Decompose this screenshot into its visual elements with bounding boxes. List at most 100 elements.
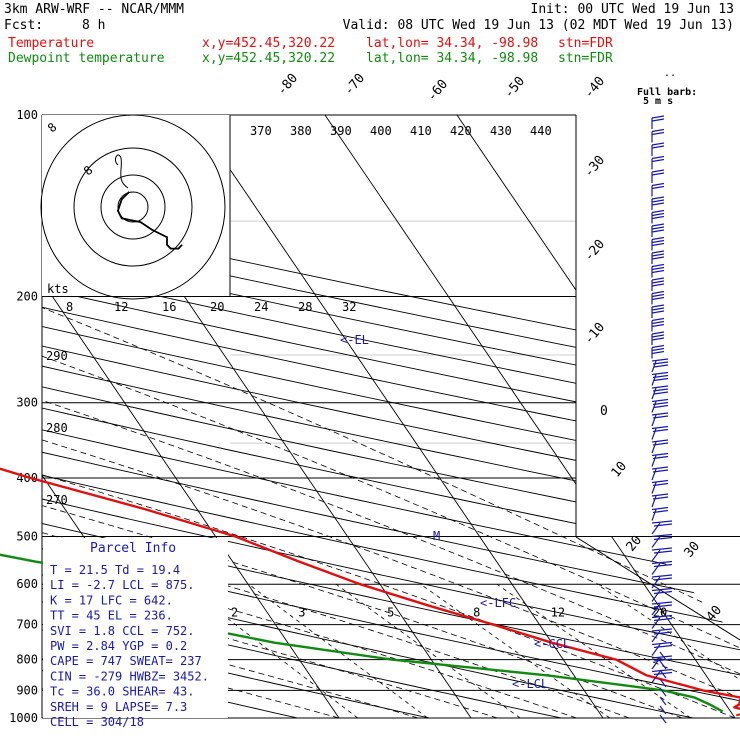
wind-barb-flag	[651, 304, 665, 308]
wind-barb-flag	[651, 293, 665, 298]
parcel-info-row: Tc = 36.0 SHEAR= 43.	[50, 685, 195, 699]
isotherm-label: 10	[609, 459, 631, 481]
wind-barb-flag	[651, 256, 665, 260]
sounding-series	[0, 467, 740, 717]
wind-barb-flag	[651, 307, 665, 311]
wind-barb-flag	[651, 560, 673, 565]
wind-barb-flag	[651, 520, 673, 524]
m-marker: M	[433, 529, 440, 543]
mixing-ratio-line	[596, 583, 740, 718]
dry-adiabat	[42, 127, 740, 718]
wind-barb-staff	[651, 657, 661, 670]
wind-barb-flag	[652, 469, 669, 473]
hodograph-speed-label: 32	[342, 300, 356, 314]
wind-barb-flag	[651, 155, 665, 160]
wind-barb-flag	[651, 283, 665, 287]
moist-adiabat	[42, 296, 740, 718]
hodograph-ring	[100, 174, 166, 240]
model-title: 3km ARW-WRF -- NCAR/MMM	[4, 2, 185, 17]
wind-barb-staff	[651, 468, 657, 481]
wind-barb-flag	[651, 158, 665, 163]
valid-time: Valid: 08 UTC Wed 19 Jun 13 (02 MDT Wed …	[342, 18, 734, 33]
wind-barb-flag	[651, 172, 665, 176]
wind-barb-flag	[651, 412, 669, 416]
wind-barb-staff	[659, 696, 667, 706]
wind-barb-flag	[653, 377, 669, 382]
temperature-surface-tail	[736, 713, 740, 717]
wind-barb-flag	[651, 118, 665, 122]
wind-barb-staff	[651, 644, 661, 656]
hodograph-trace-upper	[115, 154, 129, 189]
wind-barb-flag	[651, 131, 665, 136]
theta-top-label: 390	[330, 124, 352, 138]
mixing-ratio-label: 2	[231, 606, 238, 620]
forecast-hour: 8 h	[82, 18, 106, 33]
wind-barb-staff	[651, 590, 661, 602]
wind-barb-flag	[651, 226, 665, 230]
pressure-tick-label: 100	[16, 108, 38, 122]
wind-barb-staff	[651, 617, 661, 629]
wind-barb-flag	[653, 631, 673, 635]
pressure-tick-label: 600	[16, 577, 38, 591]
moist-adiabat	[42, 296, 736, 718]
wind-barb-flag	[652, 442, 669, 446]
barb-key-title: Full barb:	[637, 87, 697, 98]
wind-barb-staff	[651, 563, 661, 575]
wind-barb-flag	[651, 223, 665, 227]
hodograph-panel	[42, 115, 230, 296]
wind-barb-staff	[659, 687, 667, 697]
wind-barb-flag	[651, 398, 669, 403]
parcel-info-table: T = 21.5 Td = 19.4LI = -2.7 LCL = 875.K …	[43, 538, 228, 729]
wind-barb-flag	[651, 452, 669, 457]
wind-barb-flag	[651, 574, 673, 578]
isotherm-label: 30	[682, 539, 704, 561]
legend-temperature-name: Temperature	[8, 36, 95, 51]
isotherm-label: -50	[502, 74, 529, 102]
wind-barb-flag	[651, 199, 665, 203]
wind-barb-flag	[651, 466, 669, 470]
wind-barb-flag	[651, 239, 665, 244]
isotherm-label: 40	[704, 603, 726, 625]
wind-barb-flag	[653, 523, 673, 527]
wind-barb-staff	[651, 428, 657, 440]
wind-barb-flag	[652, 361, 669, 365]
wind-barb-flag	[651, 236, 665, 241]
theta-top-label: 380	[290, 124, 312, 138]
mixing-ratio-label: 8	[473, 606, 480, 620]
plot-corner-edge	[575, 536, 740, 641]
theta-top-label: 420	[450, 124, 472, 138]
init-time: Init: 00 UTC Wed 19 Jun 13	[530, 2, 735, 17]
wind-barb-flag	[651, 263, 665, 268]
isotherm-label: 0	[600, 404, 608, 419]
wind-barb-flag	[651, 587, 673, 592]
wind-barb-flag	[651, 196, 665, 200]
mixing-ratio-line	[248, 583, 428, 718]
wind-barb-staff	[651, 414, 657, 427]
wind-barb-flag	[651, 337, 665, 341]
wind-barb-staff	[659, 651, 667, 661]
wind-barb-staff	[659, 714, 667, 724]
wind-barb-flag	[651, 212, 665, 217]
wind-barb-flag	[652, 401, 669, 406]
pressure-tick-label: 1000	[9, 711, 38, 725]
wind-barb-staff	[651, 603, 661, 616]
theta-top-label: 410	[410, 124, 432, 138]
wind-barb-flag	[651, 344, 665, 349]
parcel-info-row: CIN = -279 HWBZ= 3452.	[50, 669, 209, 683]
dry-adiabat	[42, 127, 740, 718]
dry-adiabat	[42, 127, 623, 718]
wind-barb-staff	[651, 549, 661, 562]
dry-adiabat	[42, 127, 740, 718]
wind-barb-staff	[651, 522, 661, 535]
isotherm-line	[324, 115, 736, 718]
hodograph-speed-label: 24	[254, 300, 268, 314]
wind-barb-flag	[651, 358, 669, 362]
wind-barb-staff	[651, 441, 657, 454]
wind-barb-flag	[651, 145, 665, 149]
theta-left-label: 270	[46, 493, 68, 507]
isotherm-label: -20	[582, 237, 609, 265]
wind-barb-flag	[652, 455, 669, 460]
wind-barb-flag	[651, 310, 665, 314]
pressure-tick-label: 200	[16, 290, 38, 304]
wind-barb-flag	[651, 277, 665, 281]
